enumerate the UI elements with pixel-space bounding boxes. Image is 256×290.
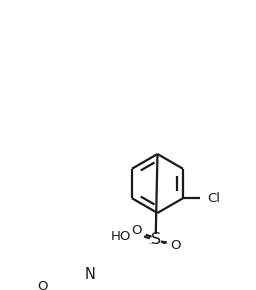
Text: HO: HO	[111, 230, 131, 243]
Text: Cl: Cl	[207, 192, 220, 205]
Text: N: N	[85, 267, 95, 282]
Text: O: O	[171, 239, 181, 252]
Text: O: O	[37, 280, 47, 290]
Text: O: O	[131, 224, 142, 237]
Text: S: S	[151, 232, 161, 247]
